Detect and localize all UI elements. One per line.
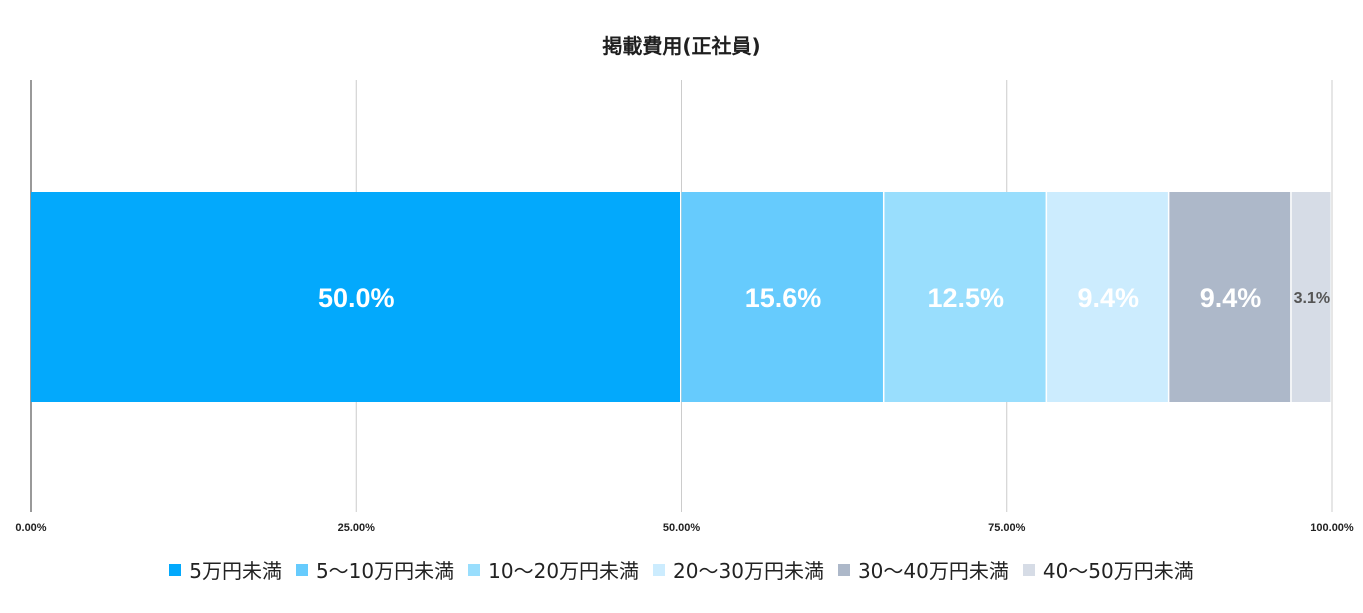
legend: 5万円未満 5〜10万円未満 10〜20万円未満 20〜30万円未満 30〜40万円未満… (0, 555, 1363, 584)
legend-item: 5〜10万円未満 (295, 555, 455, 584)
legend-item: 40〜50万円未満 (1022, 555, 1194, 584)
data-label: 9.4% (1200, 283, 1262, 313)
data-label: 15.6% (745, 283, 822, 313)
legend-swatch (295, 563, 308, 576)
legend-label: 40〜50万円未満 (1042, 559, 1194, 583)
data-label: 3.1% (1294, 290, 1330, 307)
bar-segment (1169, 192, 1291, 402)
legend-item: 30〜40万円未満 (837, 555, 1009, 584)
legend-label: 20〜30万円未満 (673, 559, 824, 583)
legend-item: 5万円未満 (169, 555, 282, 584)
x-tick-label: 100.00% (1310, 522, 1354, 534)
legend-item: 20〜30万円未満 (653, 555, 824, 584)
x-tick-label: 75.00% (988, 522, 1026, 534)
legend-label: 5万円未満 (189, 559, 282, 583)
data-label: 9.4% (1077, 283, 1139, 313)
x-tick-label: 0.00% (15, 522, 46, 534)
legend-label: 10〜20万円未満 (488, 559, 640, 583)
bar-segment (681, 192, 883, 402)
x-tick-labels: 0.00% 25.00% 50.00% 75.00% 100.00% (15, 522, 1354, 534)
data-label: 12.5% (927, 283, 1004, 313)
legend-swatch (169, 563, 182, 576)
bar-segment (1047, 192, 1168, 402)
legend-label: 5〜10万円未満 (315, 559, 455, 583)
stacked-bar-chart: 50.0% 15.6% 12.5% 9.4% 9.4% 3.1% 0.00% 25.00% 5… (15, 80, 1354, 534)
legend-label: 30〜40万円未満 (857, 559, 1009, 583)
legend-swatch (653, 563, 666, 576)
legend-swatch (1022, 563, 1035, 576)
chart-title: 掲載費用(正社員) (602, 34, 761, 58)
bar-segment (31, 192, 680, 402)
bar-segments (31, 192, 1331, 402)
bar-segment (884, 192, 1046, 402)
x-tick-label: 25.00% (338, 522, 376, 534)
x-tick-label: 50.00% (663, 522, 701, 534)
data-labels: 50.0% 15.6% 12.5% 9.4% 9.4% 3.1% (318, 283, 1330, 313)
legend-swatch (468, 563, 481, 576)
legend-swatch (837, 563, 850, 576)
legend-item: 10〜20万円未満 (468, 555, 639, 584)
bar-segment (1291, 192, 1331, 402)
data-label: 50.0% (318, 283, 395, 313)
